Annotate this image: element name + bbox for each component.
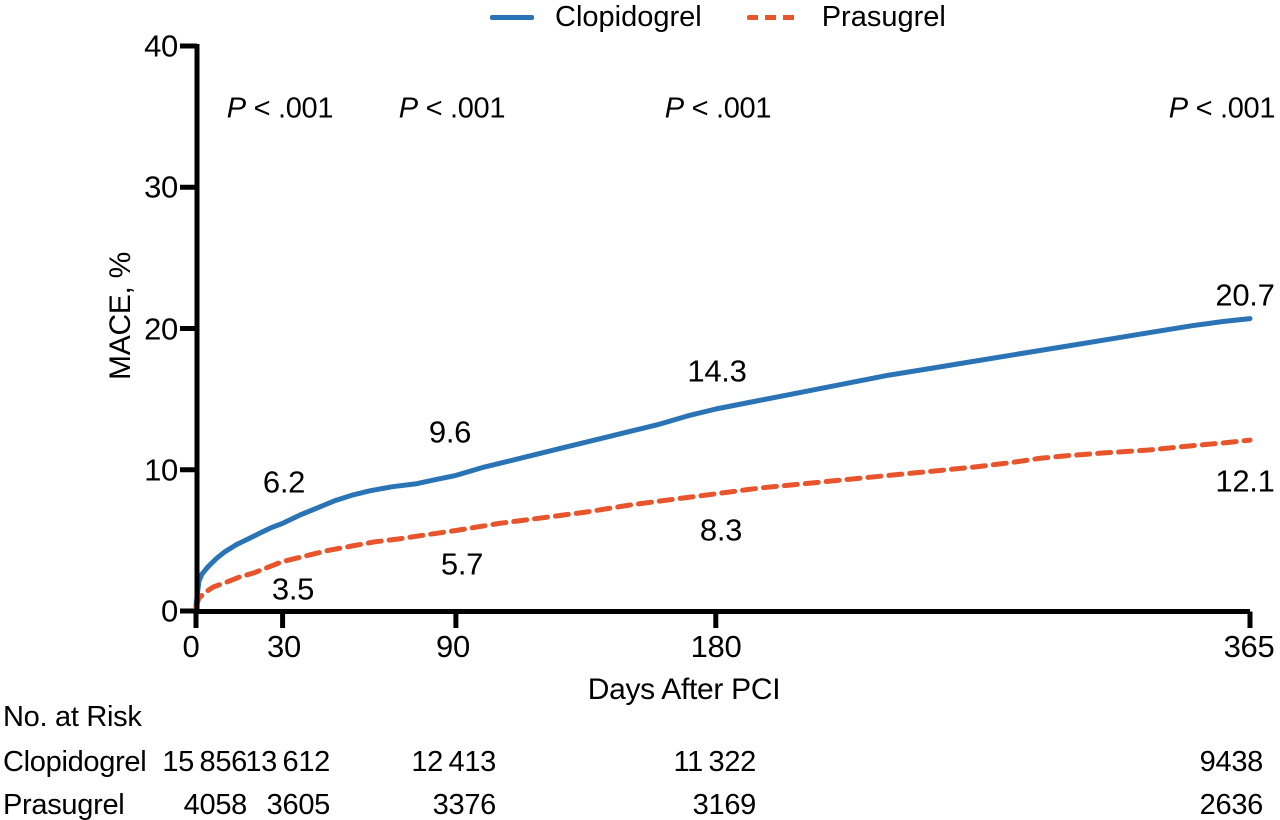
curve-label-prasugrel-day30: 3.5	[271, 571, 315, 607]
risk-row-label-prasugrel: Prasugrel	[3, 789, 125, 820]
risk-value: 11 322	[673, 746, 757, 778]
y-tick-label: 40	[144, 28, 178, 64]
p-value-annotation: P < .001	[664, 92, 772, 125]
p-symbol: P	[226, 92, 246, 125]
x-axis-title: Days After PCI	[587, 673, 781, 706]
prasugrel-dashed-line-swatch	[746, 14, 801, 20]
risk-value: 4058	[183, 789, 248, 820]
p-comparison: < .001	[683, 92, 772, 125]
legend-label-clopidogrel: Clopidogrel	[555, 0, 702, 33]
p-comparison: < .001	[1187, 92, 1276, 125]
risk-value: 9438	[1199, 746, 1264, 778]
curve-label-clopidogrel-day30: 6.2	[262, 464, 306, 500]
curve-label-clopidogrel-day180: 14.3	[687, 353, 747, 389]
p-value-annotation: P < .001	[226, 92, 334, 125]
risk-table-header: No. at Risk	[3, 701, 142, 733]
x-tick-label: 90	[436, 629, 470, 664]
p-value-annotation: P < .001	[398, 92, 506, 125]
curve-label-prasugrel-day180: 8.3	[699, 512, 743, 548]
x-tick-label: 365	[1223, 629, 1275, 664]
p-comparison: < .001	[417, 92, 506, 125]
risk-value: 3169	[692, 789, 757, 820]
risk-row-label-clopidogrel: Clopidogrel	[3, 746, 147, 778]
risk-value: 12 413	[411, 746, 496, 778]
legend-item-clopidogrel: Clopidogrel	[490, 1, 702, 34]
p-value-annotation: P < .001	[1168, 92, 1276, 125]
x-tick-label: 0	[182, 629, 200, 664]
p-symbol: P	[1168, 92, 1188, 125]
y-tick-label: 30	[144, 169, 178, 205]
clopidogrel-line-swatch	[490, 14, 534, 20]
risk-value: 3605	[266, 789, 331, 820]
legend-item-prasugrel: Prasugrel	[746, 0, 946, 34]
p-comparison: < .001	[245, 92, 334, 125]
y-tick-label: 20	[144, 311, 178, 347]
risk-value: 2636	[1199, 789, 1264, 820]
p-symbol: P	[664, 92, 684, 125]
x-tick-label: 180	[690, 629, 742, 664]
curve-label-clopidogrel-day365: 20.7	[1215, 277, 1275, 313]
y-axis-title: MACE, %	[104, 252, 137, 380]
curve-label-prasugrel-day365: 12.1	[1215, 463, 1275, 499]
risk-value: 15 856	[162, 746, 247, 778]
curve-label-clopidogrel-day90: 9.6	[428, 414, 472, 450]
y-tick-label: 10	[144, 452, 178, 488]
risk-value: 3376	[432, 789, 497, 820]
x-tick-label: 30	[267, 629, 301, 664]
risk-value: 13 612	[245, 746, 330, 778]
p-symbol: P	[398, 92, 418, 125]
legend-label-prasugrel: Prasugrel	[821, 0, 946, 33]
curve-label-prasugrel-day90: 5.7	[440, 546, 484, 582]
legend: Clopidogrel Prasugrel	[490, 0, 946, 34]
y-tick-label: 0	[161, 593, 178, 629]
